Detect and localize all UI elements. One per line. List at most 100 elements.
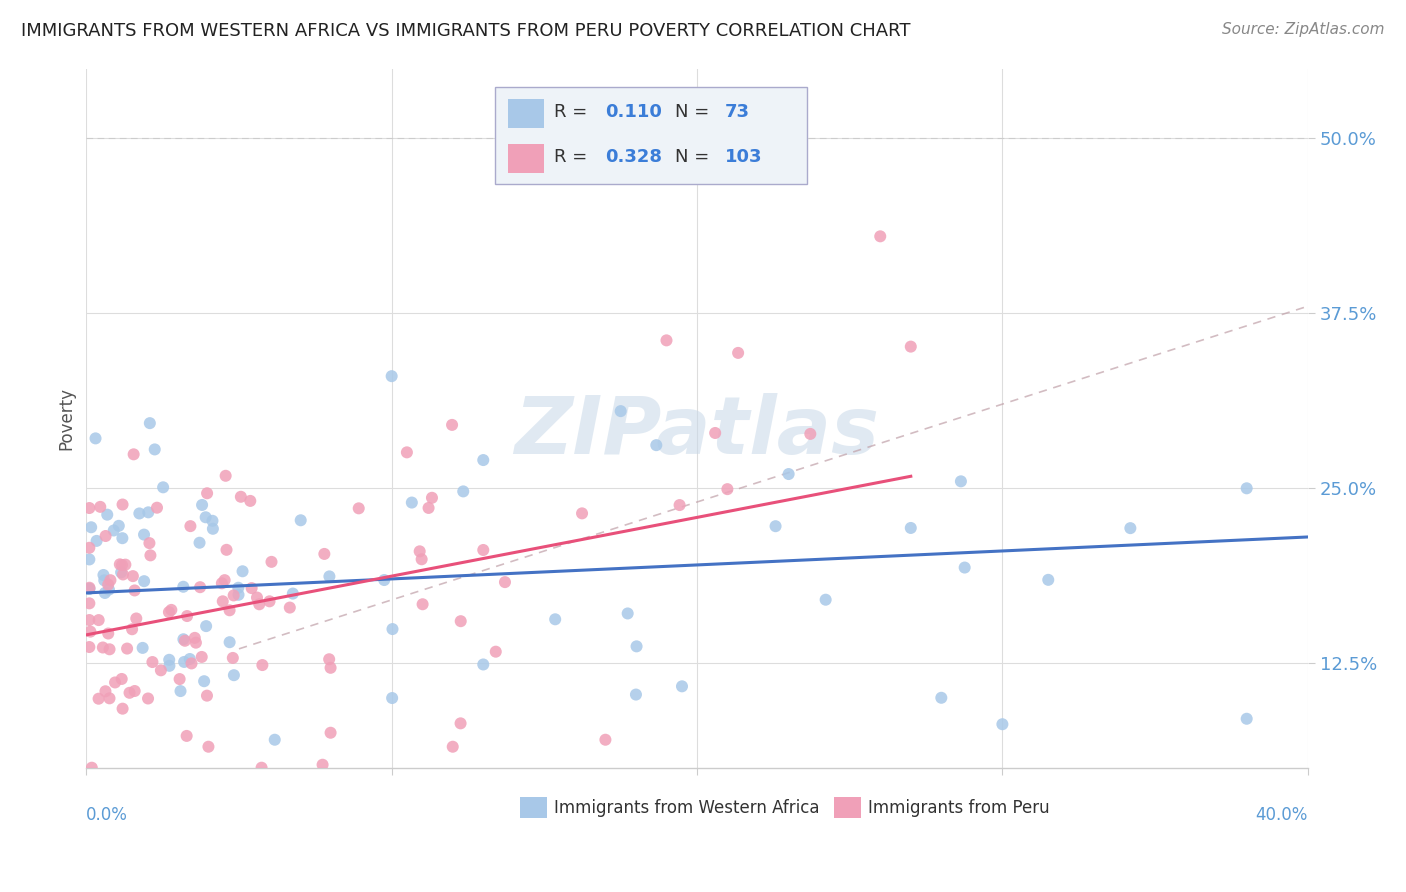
Point [160, 603, 183, 617]
Point [259, 594, 281, 608]
Point [281, 586, 304, 600]
Point [97, 626, 120, 640]
Point [79, 624, 101, 639]
Point [472, 543, 495, 558]
Text: 40.0%: 40.0% [1256, 806, 1308, 824]
Point [188, 535, 211, 549]
Point [645, 438, 668, 452]
Point [184, 631, 207, 645]
Point [191, 498, 214, 512]
Point [278, 600, 301, 615]
Point [222, 589, 245, 603]
Point [96, 508, 118, 522]
Point [953, 560, 976, 574]
Point [814, 592, 837, 607]
Point [87, 691, 110, 706]
Point [111, 498, 134, 512]
Point [250, 761, 273, 775]
Point [79, 541, 101, 555]
FancyBboxPatch shape [508, 99, 544, 128]
Point [138, 536, 160, 550]
Point [114, 558, 136, 572]
Point [173, 655, 195, 669]
Point [194, 510, 217, 524]
Point [347, 501, 370, 516]
Text: IMMIGRANTS FROM WESTERN AFRICA VS IMMIGRANTS FROM PERU POVERTY CORRELATION CHART: IMMIGRANTS FROM WESTERN AFRICA VS IMMIGR… [21, 22, 911, 40]
Point [179, 652, 201, 666]
Point [290, 513, 312, 527]
Text: N =: N = [675, 103, 716, 121]
Point [87, 613, 110, 627]
Point [157, 605, 180, 619]
Point [111, 558, 134, 572]
Point [197, 739, 219, 754]
Text: 0.0%: 0.0% [86, 806, 128, 824]
Point [172, 632, 194, 647]
Point [89, 500, 111, 514]
Point [215, 542, 238, 557]
Point [195, 619, 218, 633]
Point [900, 521, 922, 535]
Point [240, 581, 263, 595]
Point [246, 591, 269, 605]
Point [180, 657, 202, 671]
Point [149, 663, 172, 677]
Point [121, 622, 143, 636]
Point [141, 655, 163, 669]
Point [152, 480, 174, 494]
Point [111, 672, 134, 686]
Point [79, 501, 101, 516]
Point [229, 490, 252, 504]
Point [136, 505, 159, 519]
Point [125, 611, 148, 625]
Point [174, 633, 197, 648]
Point [190, 649, 212, 664]
Point [260, 555, 283, 569]
Point [704, 425, 727, 440]
Point [131, 640, 153, 655]
Text: 73: 73 [725, 103, 751, 121]
Point [1038, 573, 1060, 587]
Point [139, 549, 162, 563]
Point [1236, 712, 1258, 726]
Point [176, 609, 198, 624]
Point [124, 583, 146, 598]
Point [122, 447, 145, 461]
Point [79, 552, 101, 566]
Point [176, 729, 198, 743]
Text: Source: ZipAtlas.com: Source: ZipAtlas.com [1222, 22, 1385, 37]
Point [128, 507, 150, 521]
Point [949, 475, 972, 489]
Point [228, 581, 250, 595]
Text: Immigrants from Western Africa: Immigrants from Western Africa [554, 798, 820, 816]
Point [381, 622, 404, 636]
Point [79, 596, 101, 610]
Point [319, 661, 342, 675]
Point [869, 229, 891, 244]
Point [93, 568, 115, 582]
Point [169, 672, 191, 686]
Point [571, 507, 593, 521]
Point [111, 531, 134, 545]
Point [86, 533, 108, 548]
Point [79, 581, 101, 595]
Point [716, 482, 738, 496]
Point [115, 641, 138, 656]
Point [143, 442, 166, 457]
Point [727, 346, 749, 360]
FancyBboxPatch shape [834, 797, 860, 818]
Point [98, 691, 121, 706]
Point [411, 552, 433, 566]
Point [450, 614, 472, 628]
Point [97, 582, 120, 597]
Point [136, 691, 159, 706]
Point [214, 573, 236, 587]
Point [626, 640, 648, 654]
Point [169, 684, 191, 698]
Point [184, 635, 207, 649]
Point [765, 519, 787, 533]
Point [314, 547, 336, 561]
Point [218, 635, 240, 649]
Point [595, 732, 617, 747]
Point [412, 597, 434, 611]
